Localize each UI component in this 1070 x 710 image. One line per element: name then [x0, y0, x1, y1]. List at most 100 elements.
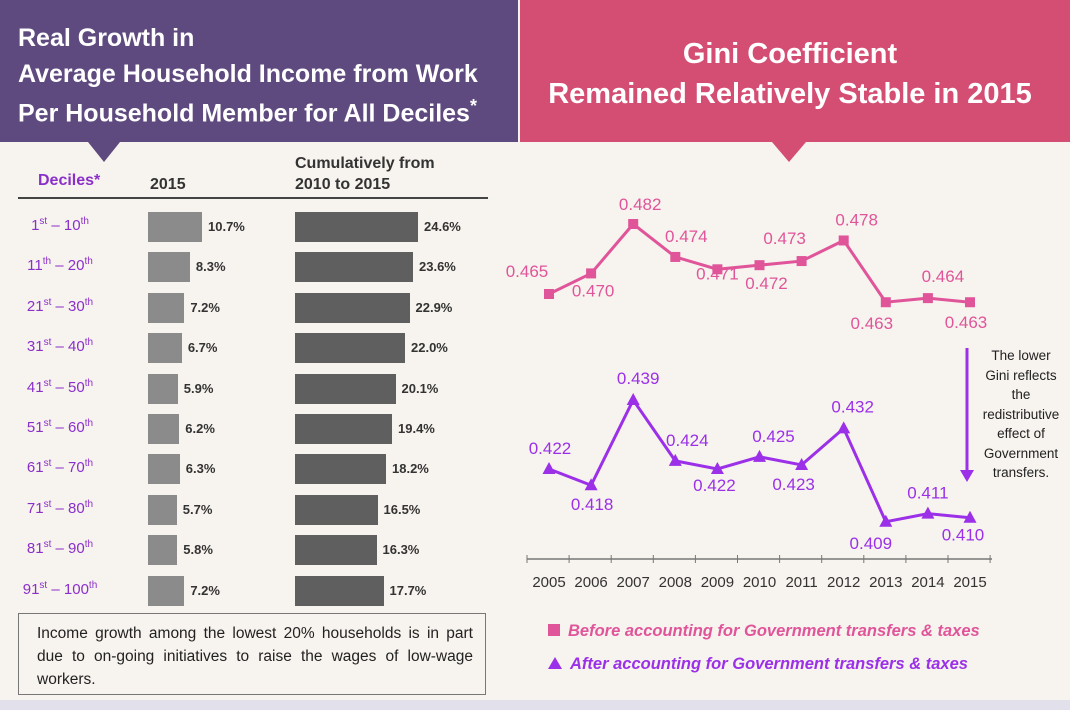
- bar-2015: [148, 212, 202, 242]
- before-transfers-data-point: [544, 289, 554, 299]
- bar-2015: [148, 414, 180, 444]
- redistribution-note-line: transfers.: [992, 465, 1050, 480]
- redistribution-note-line: The lower: [991, 348, 1051, 363]
- bar-cumulative-value-label: 17.7%: [389, 582, 427, 598]
- after-transfers-data-label: 0.423: [772, 475, 815, 494]
- after-transfers-data-label: 0.432: [831, 397, 874, 416]
- bar-2015-value-label: 7.2%: [190, 582, 220, 598]
- bar-cumulative: [295, 212, 418, 242]
- decile-row: 31st – 40th 6.7% 22.0%: [0, 333, 518, 364]
- x-tick-label: 2009: [701, 574, 734, 591]
- bar-cumulative-value-label: 20.1%: [401, 380, 439, 396]
- x-tick-label: 2006: [574, 574, 607, 591]
- square-marker-icon: [548, 624, 560, 636]
- cumulative-column-header: Cumulatively from 2010 to 2015: [295, 153, 435, 195]
- after-transfers-data-point: [710, 462, 724, 474]
- bar-cumulative: [295, 333, 405, 364]
- before-transfers-data-label: 0.482: [619, 195, 662, 214]
- after-transfers-data-label: 0.422: [529, 439, 572, 458]
- before-transfers-data-label: 0.464: [922, 267, 965, 286]
- bar-cumulative-value-label: 22.9%: [415, 299, 453, 315]
- income-title-line-3-text: Per Household Member for All Deciles: [18, 99, 470, 128]
- bar-cumulative-value-label: 18.2%: [392, 461, 429, 477]
- after-transfers-data-point: [584, 478, 598, 491]
- decile-label: 11th – 20th: [27, 256, 93, 275]
- decile-label: 81st – 90th: [26, 539, 94, 558]
- bar-2015: [148, 535, 178, 566]
- gini-title-line-2: Remained Relatively Stable in 2015: [548, 78, 1032, 110]
- bar-2015: [148, 494, 177, 525]
- after-transfers-data-point: [963, 510, 977, 523]
- bar-2015-value-label: 6.3%: [185, 461, 216, 477]
- x-tick-label: 2014: [911, 574, 944, 591]
- bar-2015-value-label: 5.8%: [183, 542, 213, 558]
- income-growth-header: Real Growth in Average Household Income …: [0, 0, 518, 142]
- x-tick-label: 2012: [827, 574, 860, 591]
- after-transfers-data-label: 0.425: [752, 427, 795, 446]
- before-transfers-data-label: 0.478: [835, 210, 878, 229]
- x-tick-label: 2015: [953, 574, 986, 591]
- after-transfers-data-point: [837, 421, 851, 434]
- before-transfers-data-point: [922, 293, 933, 304]
- legend-after-transfers: After accounting for Government transfer…: [548, 655, 968, 674]
- after-transfers-data-point: [668, 453, 682, 466]
- x-tick-label: 2010: [743, 574, 776, 591]
- bar-2015: [148, 333, 182, 364]
- before-transfers-data-label: 0.471: [696, 264, 739, 283]
- bar-2015-value-label: 8.3%: [195, 259, 226, 275]
- legend-before-transfers: Before accounting for Government transfe…: [548, 622, 980, 641]
- before-transfers-data-point: [628, 219, 639, 229]
- income-title-asterisk: *: [469, 96, 477, 116]
- before-transfers-data-point: [796, 256, 807, 267]
- decile-label: 21st – 30th: [26, 296, 94, 315]
- after-transfers-data-label: 0.418: [571, 495, 614, 514]
- after-transfers-data-point: [626, 393, 640, 405]
- before-transfers-data-label: 0.472: [745, 274, 788, 293]
- x-tick-label: 2011: [785, 574, 817, 591]
- before-transfers-data-point: [838, 235, 849, 246]
- gini-header: Gini Coefficient Remained Relatively Sta…: [520, 0, 1070, 142]
- after-transfers-data-point: [879, 514, 893, 527]
- income-title-line-1: Real Growth in: [18, 24, 195, 52]
- after-transfers-data-label: 0.410: [942, 526, 985, 545]
- bar-cumulative-value-label: 16.5%: [383, 501, 421, 517]
- decile-row: 91st – 100th 7.2% 17.7%: [0, 575, 518, 606]
- gini-header-pointer: [772, 142, 806, 162]
- legend-before-label: Before accounting for Government transfe…: [568, 622, 980, 640]
- redistribution-note-line: the: [1011, 387, 1031, 402]
- decile-label: 61st – 70th: [26, 458, 94, 477]
- after-transfers-data-label: 0.411: [907, 484, 948, 503]
- before-transfers-data-label: 0.474: [665, 227, 708, 246]
- x-tick-label: 2007: [617, 574, 650, 591]
- down-arrow-head-icon: [960, 470, 974, 482]
- income-header-pointer: [88, 142, 120, 162]
- bar-cumulative: [295, 252, 413, 283]
- bar-cumulative-value-label: 19.4%: [398, 421, 435, 436]
- before-transfers-data-point: [754, 260, 765, 271]
- after-transfers-data-point: [542, 462, 556, 474]
- bar-2015: [148, 373, 178, 404]
- before-transfers-data-label: 0.463: [851, 314, 894, 333]
- bar-2015-value-label: 5.9%: [183, 380, 214, 396]
- redistribution-note-line: effect of: [997, 426, 1045, 441]
- bar-2015-value-label: 6.2%: [185, 421, 215, 436]
- bar-2015: [148, 292, 185, 323]
- decile-row: 11th – 20th 8.3% 23.6%: [0, 252, 518, 283]
- before-transfers-data-label: 0.473: [763, 229, 806, 248]
- x-tick-label: 2005: [532, 574, 565, 591]
- after-transfers-data-point: [921, 506, 935, 519]
- before-transfers-data-point: [965, 297, 975, 308]
- redistribution-note-line: redistributive: [982, 406, 1060, 422]
- bar-cumulative: [295, 414, 392, 444]
- redistribution-note-line: Government: [983, 445, 1059, 461]
- income-growth-note: Income growth among the lowest 20% house…: [18, 613, 486, 695]
- before-transfers-data-label: 0.465: [506, 262, 549, 281]
- bar-cumulative: [295, 494, 378, 525]
- deciles-column-header: Deciles*: [38, 172, 101, 189]
- bar-cumulative: [295, 292, 410, 323]
- bar-cumulative: [295, 575, 384, 606]
- table-header-rule: [18, 197, 488, 199]
- decile-row: 61st – 70th 6.3% 18.2%: [0, 454, 518, 485]
- income-title-line-3: Per Household Member for All Deciles*: [18, 96, 477, 128]
- bar-cumulative-value-label: 16.3%: [382, 542, 420, 558]
